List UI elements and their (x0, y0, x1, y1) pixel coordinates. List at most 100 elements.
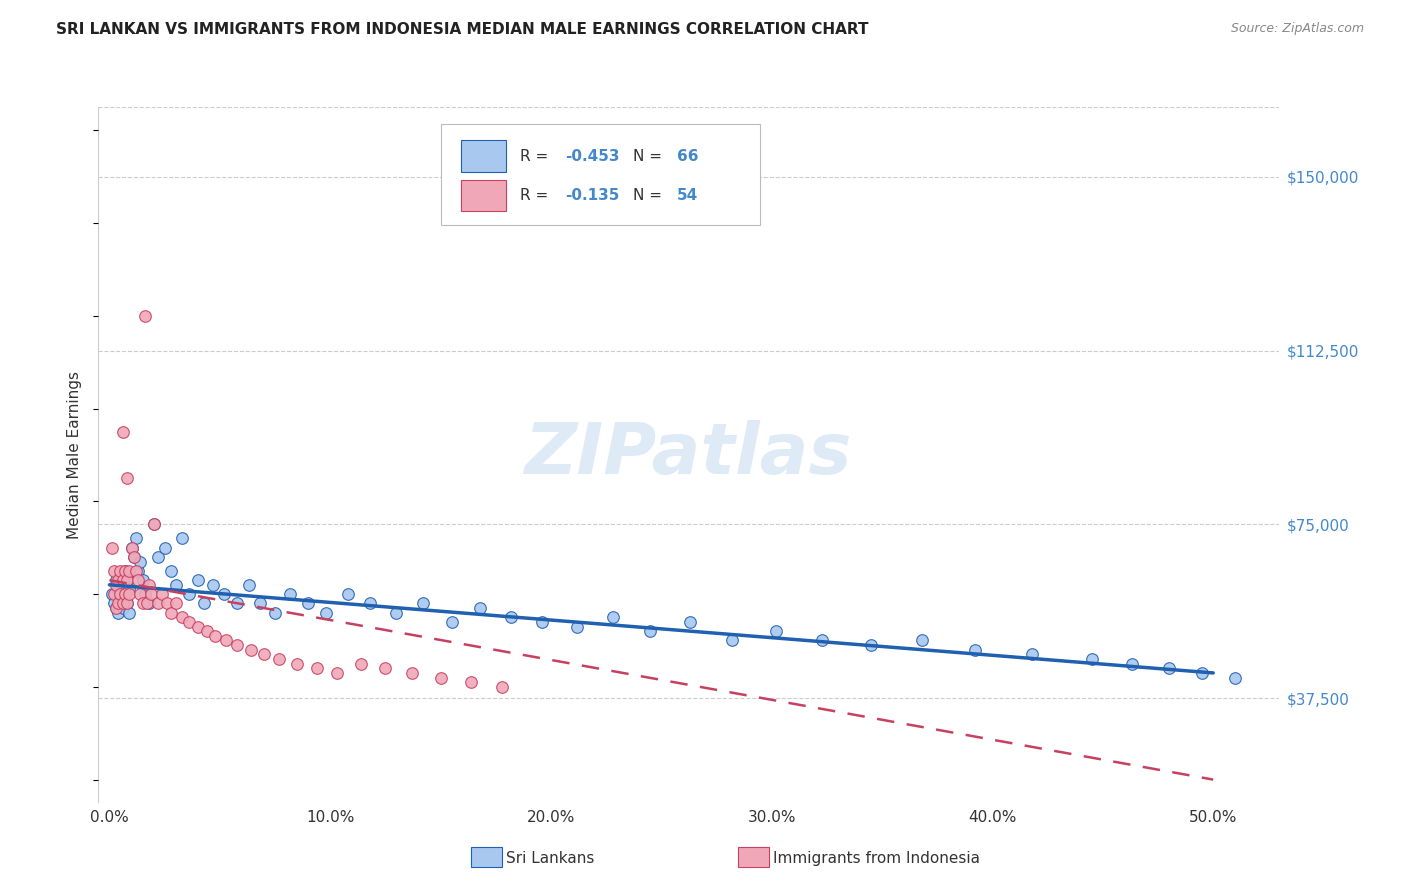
Point (142, 517, 165, 532)
Point (115, 596, 138, 610)
Point (177, 587, 200, 601)
Point (103, 564, 125, 578)
Point (1191, 665, 1213, 680)
Text: N =: N = (634, 188, 668, 203)
Point (146, 596, 169, 610)
Point (105, 601, 128, 615)
Point (238, 578, 260, 592)
Point (100, 587, 122, 601)
Point (172, 610, 194, 624)
Point (105, 573, 128, 587)
Point (602, 610, 624, 624)
Point (105, 578, 128, 592)
Point (204, 629, 226, 643)
Point (114, 564, 136, 578)
Point (963, 642, 986, 657)
Point (336, 587, 359, 601)
Point (226, 638, 249, 652)
Point (127, 573, 149, 587)
Point (121, 541, 143, 555)
Text: Sri Lankans: Sri Lankans (506, 851, 595, 865)
Point (305, 661, 328, 675)
Point (350, 657, 373, 671)
Point (114, 587, 136, 601)
Point (110, 568, 132, 582)
Point (165, 596, 187, 610)
Point (264, 606, 287, 620)
Point (470, 601, 492, 615)
Point (187, 619, 209, 633)
Point (131, 573, 153, 587)
Point (122, 549, 145, 564)
Point (187, 573, 209, 587)
Text: Immigrants from Indonesia: Immigrants from Indonesia (773, 851, 980, 865)
Text: 54: 54 (678, 188, 699, 203)
Point (195, 624, 218, 639)
Point (374, 661, 396, 675)
Text: 66: 66 (678, 149, 699, 163)
Point (111, 601, 134, 615)
Point (460, 675, 482, 690)
Point (253, 648, 276, 662)
Point (103, 596, 125, 610)
Point (1121, 657, 1143, 671)
Point (111, 425, 134, 439)
Point (359, 596, 381, 610)
Point (110, 591, 132, 606)
Point (121, 541, 143, 555)
Point (107, 596, 129, 610)
Point (567, 619, 589, 633)
Text: -0.453: -0.453 (565, 149, 620, 163)
Text: Source: ZipAtlas.com: Source: ZipAtlas.com (1230, 22, 1364, 36)
Point (297, 596, 319, 610)
Point (105, 601, 128, 615)
Point (134, 309, 156, 323)
Point (193, 596, 215, 610)
Point (111, 596, 134, 610)
Point (107, 582, 129, 597)
Point (501, 610, 523, 624)
Point (160, 606, 183, 620)
FancyBboxPatch shape (461, 140, 506, 172)
Point (160, 564, 183, 578)
Point (212, 587, 235, 601)
Point (129, 555, 152, 569)
Text: -0.135: -0.135 (565, 188, 619, 203)
Point (142, 517, 165, 532)
Point (721, 633, 744, 648)
Point (122, 549, 145, 564)
Point (269, 652, 291, 666)
Point (172, 532, 194, 546)
Text: ZIPatlas: ZIPatlas (526, 420, 852, 490)
Point (115, 471, 138, 485)
Point (429, 671, 451, 685)
Text: N =: N = (634, 149, 668, 163)
Point (107, 606, 129, 620)
Point (115, 596, 138, 610)
Point (531, 615, 554, 629)
Point (1081, 652, 1104, 666)
Point (110, 564, 132, 578)
Point (115, 573, 138, 587)
Point (129, 587, 152, 601)
Point (125, 532, 148, 546)
Point (111, 573, 134, 587)
Point (1157, 661, 1180, 675)
Point (118, 564, 141, 578)
Point (215, 633, 238, 648)
Point (765, 624, 787, 639)
Point (285, 657, 308, 671)
Point (114, 564, 136, 578)
Point (911, 633, 934, 648)
Point (111, 578, 134, 592)
Point (239, 642, 262, 657)
Point (100, 541, 122, 555)
Point (1021, 648, 1043, 662)
Point (202, 578, 225, 592)
Point (141, 587, 163, 601)
Text: R =: R = (520, 188, 553, 203)
Text: SRI LANKAN VS IMMIGRANTS FROM INDONESIA MEDIAN MALE EARNINGS CORRELATION CHART: SRI LANKAN VS IMMIGRANTS FROM INDONESIA … (56, 22, 869, 37)
Point (1225, 671, 1247, 685)
Point (491, 680, 513, 694)
Point (152, 587, 174, 601)
